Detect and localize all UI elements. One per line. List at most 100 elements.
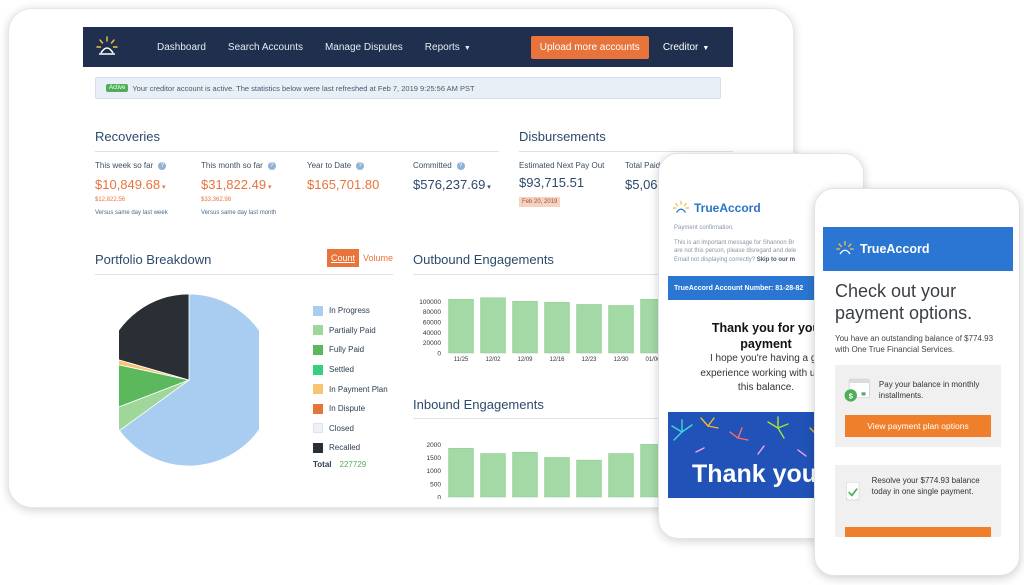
help-icon[interactable]: ? [158,162,167,170]
divider [519,151,733,152]
stat-note: Versus same day last week [95,210,168,216]
bar[interactable] [448,447,474,498]
bar[interactable] [512,451,538,498]
inbound-title: Inbound Engagements [413,397,544,412]
mobile-heading: Check out your payment options. [835,280,1013,324]
bar[interactable] [576,304,602,354]
legend-swatch [313,344,323,355]
chevron-down-icon: ▼ [463,44,471,52]
card-text: Resolve your $774.93 balance today in on… [871,476,980,496]
nav-manage-disputes[interactable]: Manage Disputes [324,41,403,53]
single-payment-card: Resolve your $774.93 balance today in on… [835,465,1001,537]
help-icon[interactable]: ? [267,162,276,170]
heading-line: Check out your [835,281,957,301]
receipt-check-icon [846,481,860,502]
y-tick-label: 500 [430,481,441,488]
sun-logo-icon [672,200,690,213]
thanks-line: payment [740,337,792,351]
y-tick-label: 1000 [427,468,442,475]
toggle-volume-button[interactable]: Volume [363,253,394,263]
legend-item[interactable]: In Dispute [313,399,388,419]
stat-label: This month so far [201,161,263,170]
bar[interactable] [544,457,570,498]
banner-text: Thank you [692,460,818,488]
thanks-heading: Thank you for you payment [668,320,863,352]
legend-swatch [313,305,323,316]
y-tick-label: 80000 [423,309,441,316]
email-line: are not this person, please disregard an… [674,248,797,254]
chevron-down-icon: ▾ [266,184,272,191]
stat-next-payout: Estimated Next Pay Out $93,715.51 Feb 20… [519,160,611,208]
pay-in-full-button[interactable] [845,527,991,537]
legend-swatch [313,423,323,434]
stat-label: Total Paid Ou [625,161,674,170]
bar[interactable] [480,453,506,498]
pie-slice-partially-paid[interactable] [119,379,190,432]
legend-item[interactable]: Settled [313,360,388,380]
bar[interactable] [576,459,602,498]
chevron-down-icon: ▾ [485,184,491,191]
svg-text:$: $ [849,392,854,401]
y-tick-label: 0 [437,351,441,358]
date-badge: Feb 20, 2019 [519,197,561,207]
body-line: experience working with us to [700,367,832,379]
help-icon[interactable]: ? [356,162,365,170]
bar[interactable] [480,297,506,354]
stat-value: $165,701.80 [307,177,380,192]
nav-reports[interactable]: Reports ▼ [425,42,471,53]
pie-slice-recalled[interactable] [119,293,190,381]
email-confirm-text: Payment confirmation. [674,225,734,231]
help-icon[interactable]: ? [456,162,465,170]
creditor-label: Creditor [662,41,699,53]
bar[interactable] [512,301,538,354]
stat-committed: Committed? $576,237.69 ▾ [413,160,491,192]
skip-link[interactable]: Skip to our m [756,256,796,263]
legend-item[interactable]: Fully Paid [313,340,388,360]
phone-mobile-device: TrueAccord Check out your payment option… [814,188,1020,576]
toggle-count-button[interactable]: Count [327,249,360,267]
body-line: this balance. [737,382,795,393]
balance-text: You have an outstanding balance of $774.… [835,334,994,354]
y-tick-label: 60000 [423,320,441,327]
nav-search-accounts[interactable]: Search Accounts [227,41,303,53]
bar[interactable] [544,302,570,354]
stat-total-paid: Total Paid Ou $5,065 [625,160,673,192]
view-payment-plan-button[interactable]: View payment plan options [845,415,991,437]
pie-slice-fully-paid[interactable] [119,362,191,411]
portfolio-pie-chart [119,293,259,467]
legend-item[interactable]: In Payment Plan [313,379,388,399]
nav-dashboard[interactable]: Dashboard [157,41,206,53]
status-alert: Active Your creditor account is active. … [95,77,721,99]
y-tick-label: 0 [437,495,441,500]
divider [95,274,393,275]
x-tick-label: 12/23 [581,357,597,363]
trueaccord-logo-icon[interactable] [95,35,119,59]
legend-swatch [313,384,323,395]
dashboard-screen: Dashboard Search Accounts Manage Dispute… [83,27,733,499]
stat-value: $10,849.68 [95,177,161,192]
status-badge: Active [106,84,129,92]
bar[interactable] [608,453,634,498]
status-alert-text: Your creditor account is active. The sta… [132,83,475,93]
creditor-menu[interactable]: Creditor ▼ [663,42,710,53]
legend-item[interactable]: Closed [313,419,388,439]
divider [95,151,499,152]
stat-value: $93,715.51 [519,175,585,190]
chevron-down-icon: ▾ [160,184,166,191]
legend-item[interactable]: Partially Paid [313,321,388,341]
y-tick-label: 2000 [427,442,442,449]
stat-value: $5,065 [625,177,665,192]
top-nav: Dashboard Search Accounts Manage Dispute… [83,27,733,67]
legend-item[interactable]: Recalled [313,438,388,458]
y-tick-label: 40000 [423,330,441,337]
email-body: I hope you're having a go experience wor… [668,352,863,396]
bar[interactable] [608,305,634,354]
legend-label: Partially Paid [329,325,376,335]
upload-accounts-button[interactable]: Upload more accounts [530,35,649,59]
y-tick-label: 1500 [427,455,442,462]
total-value: 227729 [339,459,367,469]
mobile-screen: TrueAccord Check out your payment option… [823,227,1013,537]
email-line: This is an important message for Shannon… [674,239,795,246]
bar[interactable] [448,299,474,354]
legend-item[interactable]: In Progress [313,301,388,321]
